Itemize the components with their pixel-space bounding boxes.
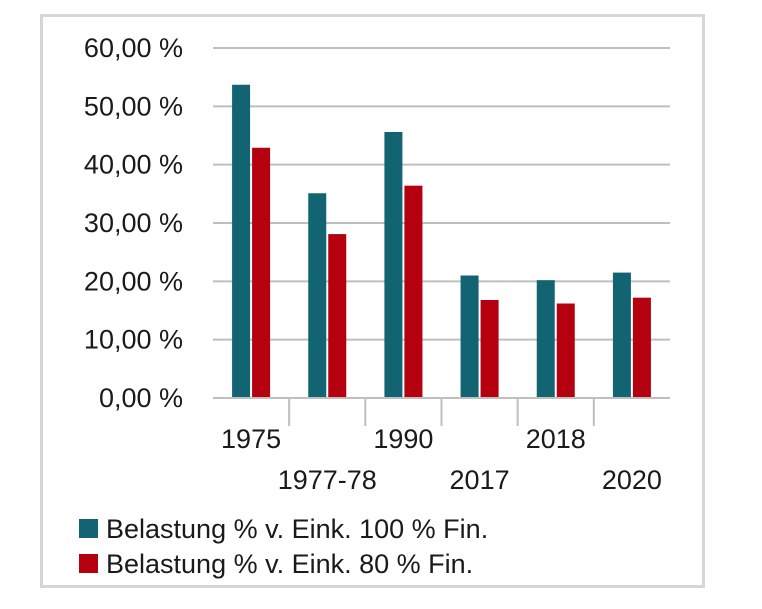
legend-label-series-2: Belastung % v. Eink. 80 % Fin. bbox=[106, 549, 473, 579]
x-tick-label: 2020 bbox=[602, 465, 662, 495]
bar-1975-series-2 bbox=[252, 147, 271, 398]
y-tick-label: 0,00 % bbox=[99, 383, 183, 413]
x-tick-label: 2018 bbox=[526, 424, 586, 454]
x-axis: 1975 1977-78 1990 2017 2018 2020 bbox=[213, 397, 670, 495]
legend-swatch-series-1 bbox=[79, 519, 98, 538]
y-tick-label: 40,00 % bbox=[84, 150, 183, 180]
y-tick-label: 30,00 % bbox=[84, 208, 183, 238]
bar-2017-series-1 bbox=[460, 275, 479, 398]
bar-2020-series-1 bbox=[612, 272, 631, 398]
legend-label-series-1: Belastung % v. Eink. 100 % Fin. bbox=[106, 514, 488, 544]
x-tick-label: 1977-78 bbox=[278, 465, 377, 495]
x-tick-label: 1975 bbox=[221, 424, 281, 454]
y-axis: 0,00 % 10,00 % 20,00 % 30,00 % 40,00 % 50,00 … bbox=[84, 33, 183, 413]
y-tick-label: 50,00 % bbox=[84, 91, 183, 121]
bar-2018-series-2 bbox=[556, 303, 575, 398]
bar-1977-78-series-2 bbox=[328, 234, 347, 398]
chart-frame bbox=[40, 14, 705, 588]
bar-2020-series-2 bbox=[632, 297, 651, 398]
bars bbox=[232, 84, 651, 398]
legend: Belastung % v. Eink. 100 % Fin. Belastun… bbox=[79, 514, 488, 579]
bar-1977-78-series-1 bbox=[308, 193, 327, 398]
bar-2018-series-1 bbox=[536, 280, 555, 398]
gridlines bbox=[213, 47, 670, 399]
x-tick-label: 1990 bbox=[373, 424, 433, 454]
x-tick-label: 2017 bbox=[450, 465, 510, 495]
legend-swatch-series-2 bbox=[79, 554, 98, 573]
bar-1990-series-2 bbox=[404, 185, 423, 398]
y-tick-label: 60,00 % bbox=[84, 33, 183, 63]
y-tick-label: 10,00 % bbox=[84, 325, 183, 355]
bar-1975-series-1 bbox=[232, 84, 251, 398]
bar-1990-series-1 bbox=[384, 132, 403, 398]
bar-2017-series-2 bbox=[480, 300, 499, 398]
y-tick-label: 20,00 % bbox=[84, 266, 183, 296]
